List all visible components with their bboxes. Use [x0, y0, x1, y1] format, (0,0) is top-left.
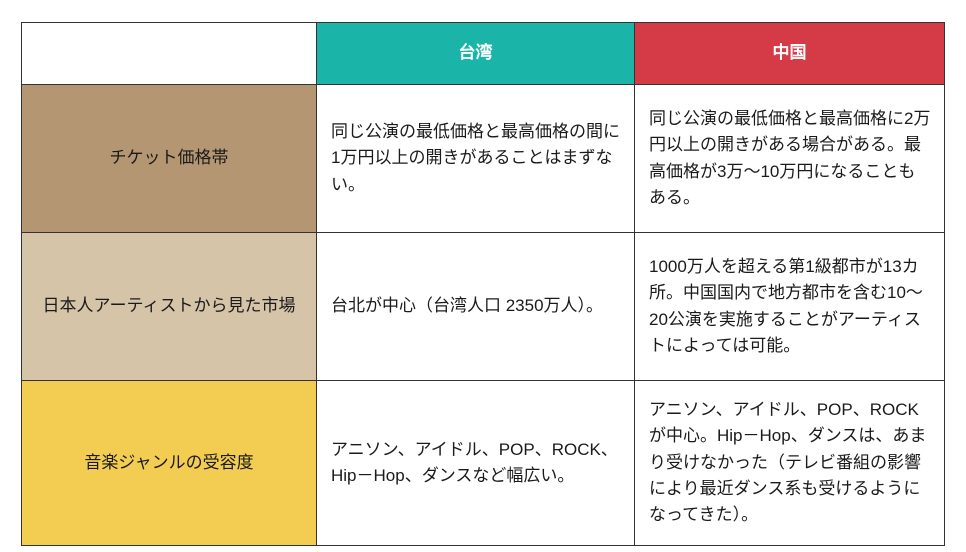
header-row: 台湾 中国 — [22, 23, 945, 85]
comparison-table: 台湾 中国 チケット価格帯 同じ公演の最低価格と最高価格の間に1万円以上の開きが… — [21, 22, 945, 546]
row-label-genre-acceptance: 音楽ジャンルの受容度 — [22, 381, 317, 546]
row-label-ticket-price: チケット価格帯 — [22, 85, 317, 233]
cell-china-genre-acceptance: アニソン、アイドル、POP、ROCKが中心。Hip－Hop、ダンスは、あまり受け… — [635, 381, 945, 546]
cell-china-market-view: 1000万人を超える第1級都市が13カ所。中国国内で地方都市を含む10〜20公演… — [635, 233, 945, 381]
row-label-market-view: 日本人アーティストから見た市場 — [22, 233, 317, 381]
col-header-taiwan: 台湾 — [317, 23, 635, 85]
cell-taiwan-genre-acceptance: アニソン、アイドル、POP、ROCK、Hip－Hop、ダンスなど幅広い。 — [317, 381, 635, 546]
table-row: チケット価格帯 同じ公演の最低価格と最高価格の間に1万円以上の開きがあることはま… — [22, 85, 945, 233]
col-header-china: 中国 — [635, 23, 945, 85]
cell-china-ticket-price: 同じ公演の最低価格と最高価格に2万円以上の開きがある場合がある。最高価格が3万〜… — [635, 85, 945, 233]
cell-taiwan-market-view: 台北が中心（台湾人口 2350万人）。 — [317, 233, 635, 381]
table-row: 日本人アーティストから見た市場 台北が中心（台湾人口 2350万人）。 1000… — [22, 233, 945, 381]
table-row: 音楽ジャンルの受容度 アニソン、アイドル、POP、ROCK、Hip－Hop、ダン… — [22, 381, 945, 546]
cell-taiwan-ticket-price: 同じ公演の最低価格と最高価格の間に1万円以上の開きがあることはまずない。 — [317, 85, 635, 233]
corner-cell — [22, 23, 317, 85]
